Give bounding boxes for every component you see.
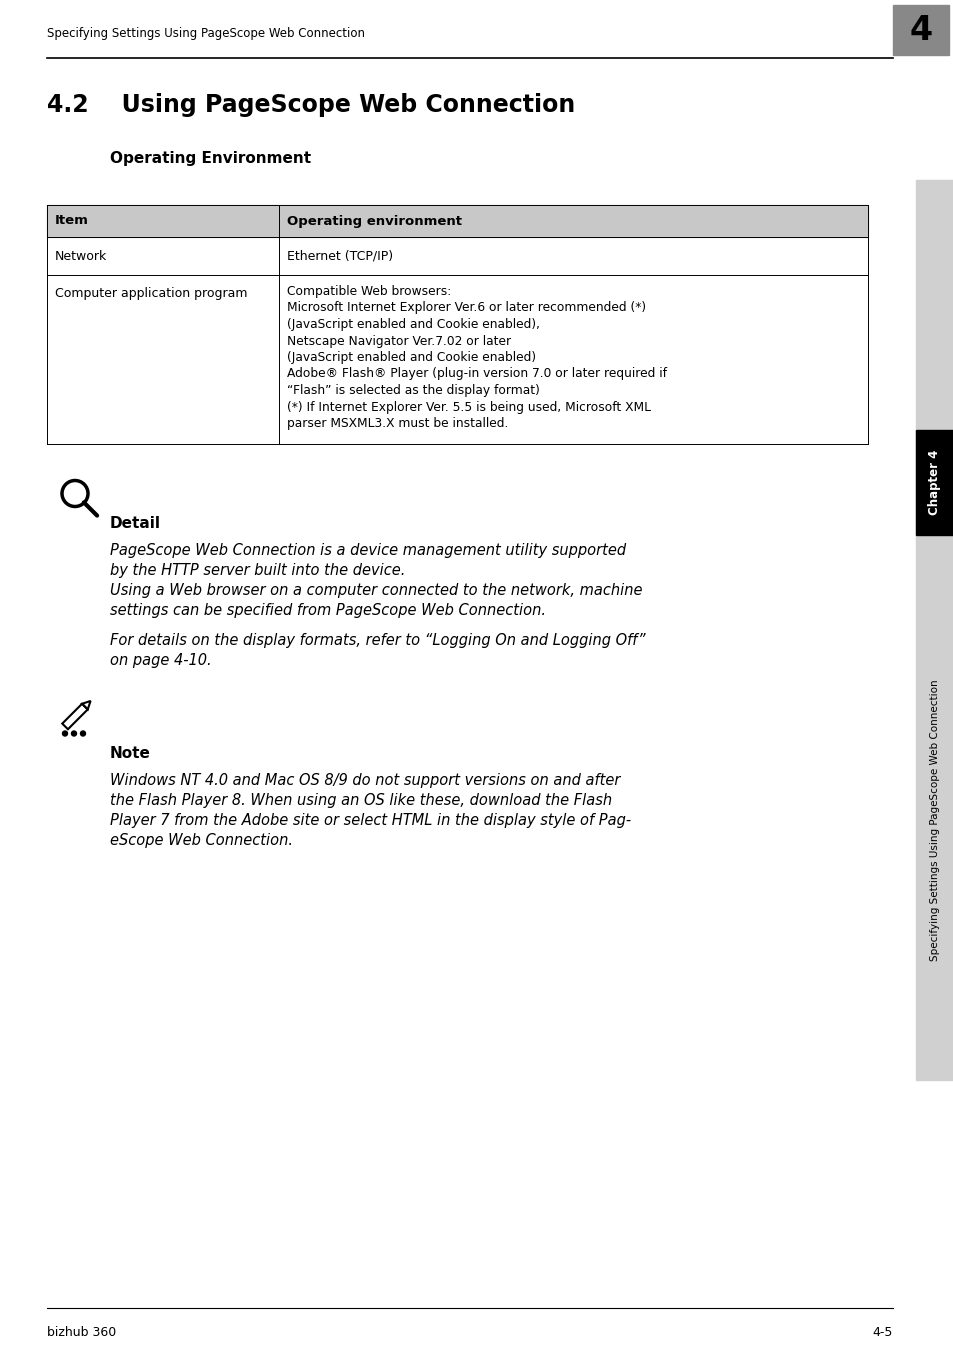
Circle shape bbox=[71, 731, 76, 735]
Text: Microsoft Internet Explorer Ver.6 or later recommended (*): Microsoft Internet Explorer Ver.6 or lat… bbox=[287, 301, 646, 315]
Circle shape bbox=[80, 731, 86, 735]
Text: settings can be specified from PageScope Web Connection.: settings can be specified from PageScope… bbox=[110, 603, 545, 618]
Text: Item: Item bbox=[55, 215, 89, 227]
Text: Chapter 4: Chapter 4 bbox=[927, 450, 941, 515]
Circle shape bbox=[63, 731, 68, 735]
Text: bizhub 360: bizhub 360 bbox=[47, 1325, 116, 1338]
Text: Operating environment: Operating environment bbox=[287, 215, 462, 227]
Bar bbox=[915, 180, 953, 1080]
Text: Specifying Settings Using PageScope Web Connection: Specifying Settings Using PageScope Web … bbox=[47, 27, 365, 39]
Text: For details on the display formats, refer to “Logging On and Logging Off”: For details on the display formats, refe… bbox=[110, 634, 645, 649]
Text: Windows NT 4.0 and Mac OS 8/9 do not support versions on and after: Windows NT 4.0 and Mac OS 8/9 do not sup… bbox=[110, 773, 619, 788]
Text: Adobe® Flash® Player (plug-in version 7.0 or later required if: Adobe® Flash® Player (plug-in version 7.… bbox=[287, 368, 667, 380]
Text: 4-5: 4-5 bbox=[872, 1325, 892, 1338]
Text: Using a Web browser on a computer connected to the network, machine: Using a Web browser on a computer connec… bbox=[110, 584, 641, 599]
Text: Compatible Web browsers:: Compatible Web browsers: bbox=[287, 285, 451, 297]
Text: parser MSXML3.X must be installed.: parser MSXML3.X must be installed. bbox=[287, 416, 508, 430]
Text: the Flash Player 8. When using an OS like these, download the Flash: the Flash Player 8. When using an OS lik… bbox=[110, 794, 612, 808]
Text: Operating Environment: Operating Environment bbox=[110, 150, 311, 165]
Text: (*) If Internet Explorer Ver. 5.5 is being used, Microsoft XML: (*) If Internet Explorer Ver. 5.5 is bei… bbox=[287, 400, 651, 414]
Text: by the HTTP server built into the device.: by the HTTP server built into the device… bbox=[110, 564, 405, 579]
Text: Netscape Navigator Ver.7.02 or later: Netscape Navigator Ver.7.02 or later bbox=[287, 334, 511, 347]
Text: Ethernet (TCP/IP): Ethernet (TCP/IP) bbox=[287, 250, 393, 262]
Bar bbox=[47, 206, 279, 237]
Text: (JavaScript enabled and Cookie enabled),: (JavaScript enabled and Cookie enabled), bbox=[287, 318, 539, 331]
Text: Note: Note bbox=[110, 746, 151, 761]
Bar bbox=[892, 5, 948, 55]
Bar bbox=[915, 430, 953, 535]
Text: eScope Web Connection.: eScope Web Connection. bbox=[110, 833, 293, 849]
Text: PageScope Web Connection is a device management utility supported: PageScope Web Connection is a device man… bbox=[110, 544, 625, 558]
Text: (JavaScript enabled and Cookie enabled): (JavaScript enabled and Cookie enabled) bbox=[287, 352, 536, 364]
Text: 4: 4 bbox=[908, 14, 932, 46]
Text: Detail: Detail bbox=[110, 516, 161, 531]
Text: on page 4-10.: on page 4-10. bbox=[110, 653, 212, 668]
Text: “Flash” is selected as the display format): “Flash” is selected as the display forma… bbox=[287, 384, 539, 397]
Bar bbox=[279, 206, 867, 237]
Text: Player 7 from the Adobe site or select HTML in the display style of Pag-: Player 7 from the Adobe site or select H… bbox=[110, 814, 631, 829]
Text: Specifying Settings Using PageScope Web Connection: Specifying Settings Using PageScope Web … bbox=[929, 679, 939, 961]
Text: 4.2    Using PageScope Web Connection: 4.2 Using PageScope Web Connection bbox=[47, 93, 575, 118]
Text: Network: Network bbox=[55, 250, 107, 262]
Text: Computer application program: Computer application program bbox=[55, 287, 247, 300]
